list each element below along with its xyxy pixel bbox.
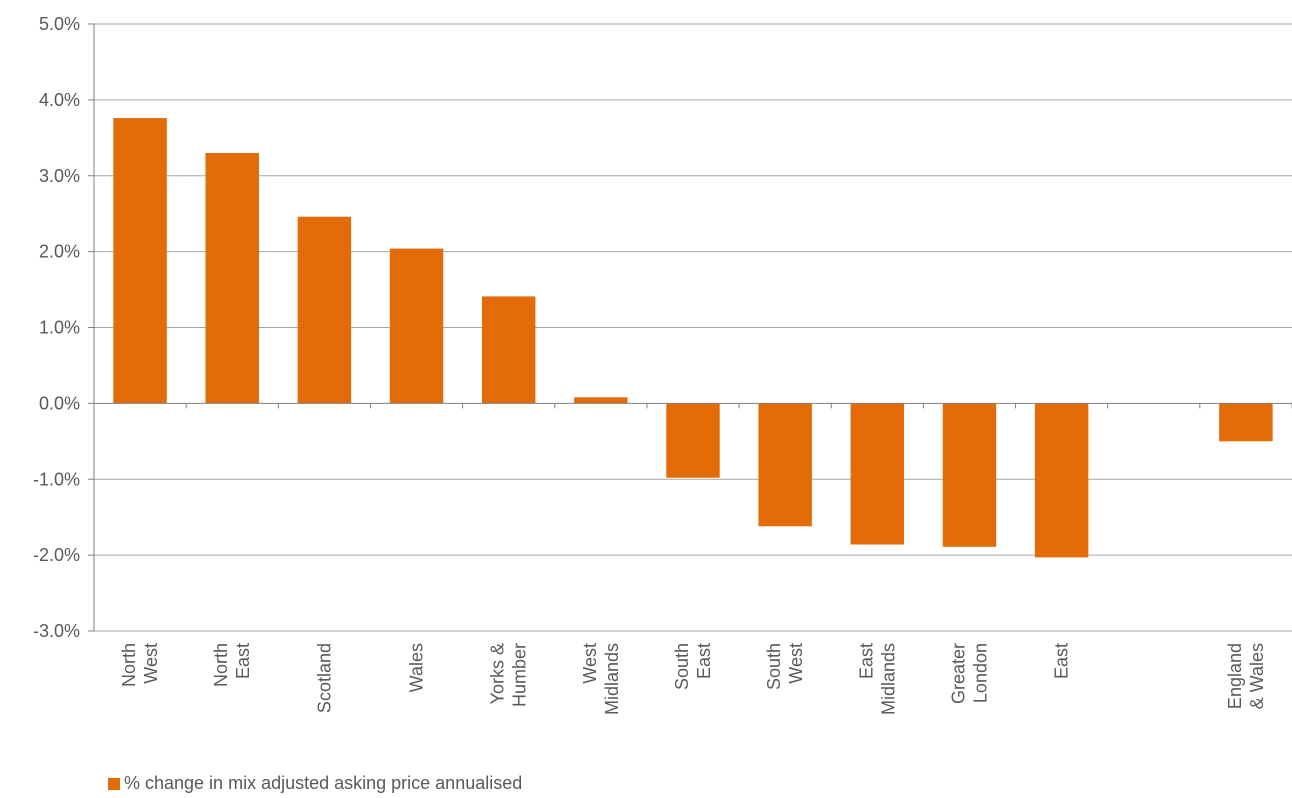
y-tick-label: 3.0% — [39, 166, 80, 186]
bar — [758, 403, 812, 527]
bar — [389, 248, 444, 404]
bar — [481, 296, 536, 404]
x-category-label-line: West — [580, 643, 600, 684]
y-axis-ticks: 5.0% 4.0% 3.0% 2.0% 1.0% 0.0% -1.0% -2.0% -3.0% — [33, 14, 94, 641]
x-category-label: East Midlands — [856, 643, 898, 715]
y-tick-label: 5.0% — [39, 14, 80, 34]
bar — [574, 397, 628, 404]
x-category-label-line: England — [1225, 643, 1245, 709]
x-category-label-line: West — [786, 643, 806, 684]
y-tick-label: -1.0% — [33, 469, 80, 489]
bar — [205, 152, 259, 404]
y-tick-label: 2.0% — [39, 242, 80, 262]
x-category-label: South East — [672, 643, 714, 690]
x-category-label: East — [1052, 643, 1072, 679]
x-category-label-line: East — [1052, 643, 1072, 679]
x-axis-labels: North West North East Scotland Wales Yorks & Hu… — [119, 643, 1267, 715]
x-category-label-line: Humber — [510, 643, 530, 707]
y-tick-label: -3.0% — [33, 621, 80, 641]
x-category-label-line: London — [970, 643, 990, 703]
x-category-label-line: Scotland — [314, 643, 334, 713]
bar — [1219, 403, 1273, 442]
x-category-label-line: South — [672, 643, 692, 690]
x-category-label-line: Midlands — [878, 643, 898, 715]
y-tick-label: 1.0% — [39, 318, 80, 338]
x-category-label: Wales — [407, 643, 427, 692]
x-category-label-line: East — [856, 643, 876, 679]
x-category-label-line: South — [764, 643, 784, 690]
bar — [850, 403, 905, 545]
bar — [942, 403, 997, 547]
x-category-label: England & Wales — [1225, 643, 1267, 709]
y-tick-label: -2.0% — [33, 545, 80, 565]
legend-label: % change in mix adjusted asking price an… — [124, 773, 523, 793]
bar — [1034, 403, 1089, 558]
x-category-label: North East — [211, 643, 253, 687]
bars — [113, 118, 1273, 558]
gridlines — [94, 23, 1292, 632]
x-category-label: Scotland — [314, 643, 334, 713]
x-category-label-line: North — [119, 643, 139, 687]
x-category-label-line: Yorks & — [488, 643, 508, 704]
axes — [93, 24, 1292, 631]
x-category-label: North West — [119, 643, 161, 687]
x-category-label-line: West — [141, 643, 161, 684]
x-category-label-line: East — [233, 643, 253, 679]
y-tick-label: 0.0% — [39, 393, 80, 413]
x-category-label-line: Greater — [948, 643, 968, 704]
x-category-label: Yorks & Humber — [488, 643, 530, 707]
x-category-label-line: Midlands — [602, 643, 622, 715]
x-category-label-line: & Wales — [1247, 643, 1267, 709]
x-category-label-line: Wales — [407, 643, 427, 692]
bar — [666, 403, 720, 478]
legend-swatch — [108, 777, 120, 790]
y-tick-label: 4.0% — [39, 90, 80, 110]
x-category-label: Greater London — [948, 643, 990, 704]
x-category-label-line: East — [694, 643, 714, 679]
x-category-label-line: North — [211, 643, 231, 687]
bar — [113, 118, 167, 404]
bar — [297, 216, 352, 404]
x-category-label: South West — [764, 643, 806, 690]
x-category-label: West Midlands — [580, 643, 622, 715]
legend: % change in mix adjusted asking price an… — [108, 773, 522, 794]
